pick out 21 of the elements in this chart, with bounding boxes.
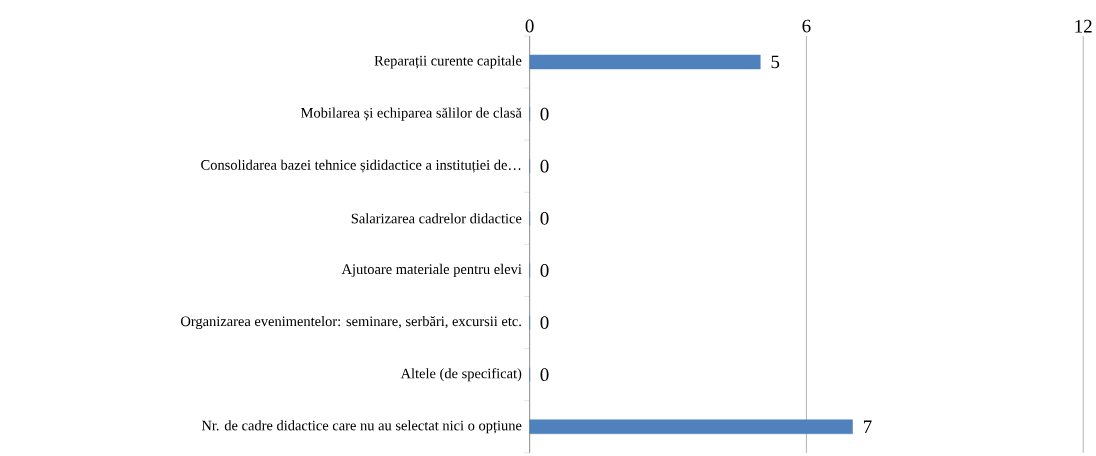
data-label: 0 [540,264,549,277]
bar [529,54,761,70]
bar [529,419,853,435]
data-label: 0 [540,212,549,225]
data-label: 5 [771,55,780,69]
y-tick-label: Altele (de specificat) [400,368,522,382]
y-tick-label: Mobilarea și echiparea sălilor de clasă [301,107,522,121]
x-tick-label: 6 [802,19,811,33]
data-label: 0 [540,368,549,382]
y-tick-label: Salarizarea cadrelor didactice [351,213,522,224]
y-tick-label: Reparații curente capitale [374,55,522,69]
y-tick-label: Organizarea evenimentelor: seminare, serbări, excursii etc. [181,316,521,330]
y-tick-label: Consolidarea bazei tehnice șididactice a instituției de… [201,159,521,173]
data-label: 0 [540,316,549,330]
data-label: 0 [540,107,549,121]
y-tick-label: Nr. de cadre didactice care nu au selectat nici o opțiune [201,420,522,434]
y-tick-label: Ajutoare materiale pentru elevi [341,263,522,278]
data-label: 7 [863,420,872,434]
x-tick-label: 0 [525,19,534,33]
x-tick-label: 12 [1075,19,1092,33]
data-label: 0 [540,159,549,173]
